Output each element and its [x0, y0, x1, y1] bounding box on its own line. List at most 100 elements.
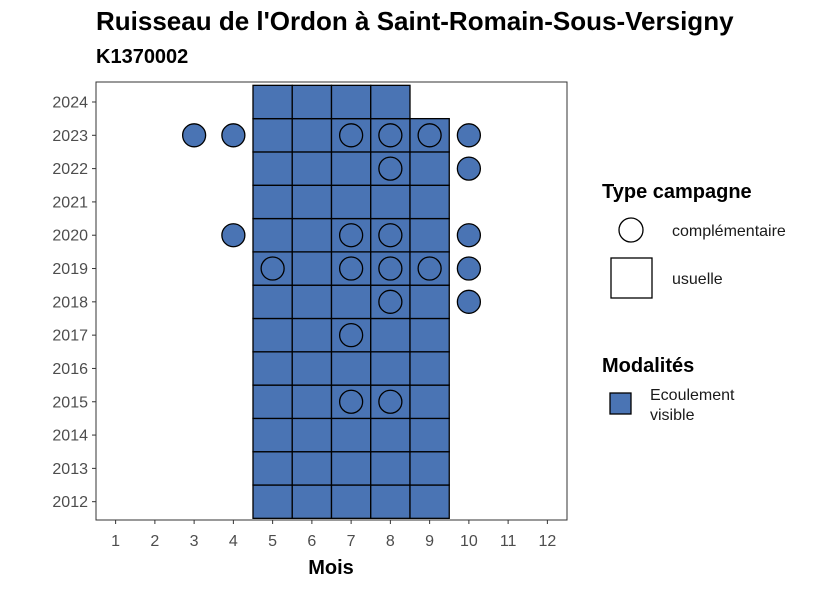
usuelle-cell: [291, 184, 333, 220]
usuelle-cell: [370, 484, 411, 519]
complementaire-point: [338, 223, 364, 248]
usuelle-cell: [370, 184, 411, 220]
usuelle-cell: [291, 484, 333, 519]
usuelle-cell: [291, 151, 333, 186]
usuelle-cell: [252, 351, 293, 386]
legend-modalites-title: Modalités: [602, 355, 694, 377]
usuelle-cell: [330, 351, 372, 386]
chart-title: Ruisseau de l'Ordon à Saint-Romain-Sous-…: [96, 6, 734, 36]
usuelle-cell: [409, 417, 450, 453]
x-tick-label: 1: [111, 533, 120, 550]
usuelle-cell: [252, 117, 293, 153]
y-axis: 2012 2013 2014 2015 2016 2017 2018 2019 2020 2021…: [52, 94, 96, 511]
legend-modalite-label: Ecoulement visible: [650, 387, 739, 424]
complementaire-point: [378, 256, 403, 281]
complementaire-point: [417, 256, 442, 281]
complementaire-point: [260, 256, 285, 281]
usuelle-cell: [291, 217, 333, 253]
usuelle-cell: [330, 84, 372, 120]
y-tick-label: 2012: [52, 494, 88, 511]
usuelle-cell: [330, 451, 372, 486]
usuelle-cell: [330, 284, 372, 320]
usuelle-cell: [409, 151, 450, 186]
complementaire-point: [338, 389, 364, 414]
complementaire-point: [338, 123, 364, 148]
usuelle-cell: [409, 351, 450, 386]
legend-modalite-line-2: visible: [650, 407, 695, 424]
complementaire-point: [378, 223, 403, 248]
usuelle-cell: [291, 251, 333, 286]
complementaire-point: [221, 123, 246, 148]
usuelle-cell: [370, 351, 411, 386]
legend-usuelle-key: [610, 257, 653, 299]
x-tick-label: 4: [229, 533, 238, 550]
legend-complementaire-label: complémentaire: [672, 223, 786, 240]
usuelle-cell: [291, 384, 333, 420]
complementaire-point: [456, 156, 482, 181]
usuelle-cell: [291, 417, 333, 453]
usuelle-cell: [409, 317, 450, 353]
usuelle-cell: [330, 184, 372, 220]
complementaire-point: [338, 322, 364, 348]
x-axis-title: Mois: [308, 557, 354, 579]
usuelle-cell: [370, 417, 411, 453]
complementaire-point: [338, 256, 364, 281]
usuelle-cell: [252, 417, 293, 453]
legend-usuelle-label: usuelle: [672, 271, 723, 288]
usuelle-cell: [409, 484, 450, 519]
complementaire-point: [456, 256, 482, 281]
usuelle-cell: [252, 484, 293, 519]
x-tick-label: 3: [190, 533, 199, 550]
usuelle-cell: [291, 451, 333, 486]
usuelle-cells: [252, 84, 450, 519]
x-tick-label: 7: [347, 533, 356, 550]
x-tick-label: 9: [425, 533, 434, 550]
usuelle-cell: [252, 217, 293, 253]
usuelle-cell: [330, 417, 372, 453]
usuelle-cell: [252, 84, 293, 120]
complementaire-points: [181, 123, 482, 414]
x-tick-label: 12: [538, 533, 556, 550]
usuelle-cell: [370, 317, 411, 353]
legend-modalite-line-1: Ecoulement: [650, 387, 735, 404]
complementaire-point: [181, 123, 207, 148]
y-tick-label: 2018: [52, 294, 88, 311]
x-tick-label: 2: [150, 533, 159, 550]
x-tick-label: 8: [386, 533, 395, 550]
usuelle-cell: [291, 317, 333, 353]
legend: Type campagne complémentaire usuelle Mod…: [602, 181, 786, 424]
y-tick-label: 2021: [52, 194, 88, 211]
usuelle-cell: [409, 184, 450, 220]
y-tick-label: 2019: [52, 261, 88, 278]
usuelle-cell: [409, 384, 450, 420]
y-tick-label: 2024: [52, 94, 88, 111]
chart-subtitle: K1370002: [96, 46, 189, 68]
x-tick-label: 5: [268, 533, 277, 550]
usuelle-cell: [370, 84, 411, 120]
usuelle-cell: [252, 184, 293, 220]
complementaire-point: [378, 156, 403, 181]
usuelle-cell: [409, 217, 450, 253]
usuelle-cell: [252, 317, 293, 353]
x-tick-label: 6: [307, 533, 316, 550]
complementaire-point: [221, 223, 246, 248]
usuelle-cell: [291, 284, 333, 320]
usuelle-cell: [291, 351, 333, 386]
legend-modalite-key: [609, 392, 632, 415]
legend-type-title: Type campagne: [602, 181, 752, 203]
x-axis: 1 2 3 4 5 6 7 8 9 10 11 12: [111, 520, 556, 550]
complementaire-point: [378, 389, 403, 414]
y-tick-label: 2016: [52, 361, 88, 378]
y-tick-label: 2023: [52, 128, 88, 145]
usuelle-cell: [252, 384, 293, 420]
usuelle-cell: [409, 284, 450, 320]
y-tick-label: 2017: [52, 328, 88, 345]
complementaire-point: [456, 223, 482, 248]
complementaire-point: [417, 123, 442, 148]
complementaire-point: [378, 123, 403, 148]
usuelle-cell: [330, 151, 372, 186]
usuelle-cell: [252, 451, 293, 486]
y-tick-label: 2015: [52, 394, 88, 411]
y-tick-label: 2022: [52, 161, 88, 178]
